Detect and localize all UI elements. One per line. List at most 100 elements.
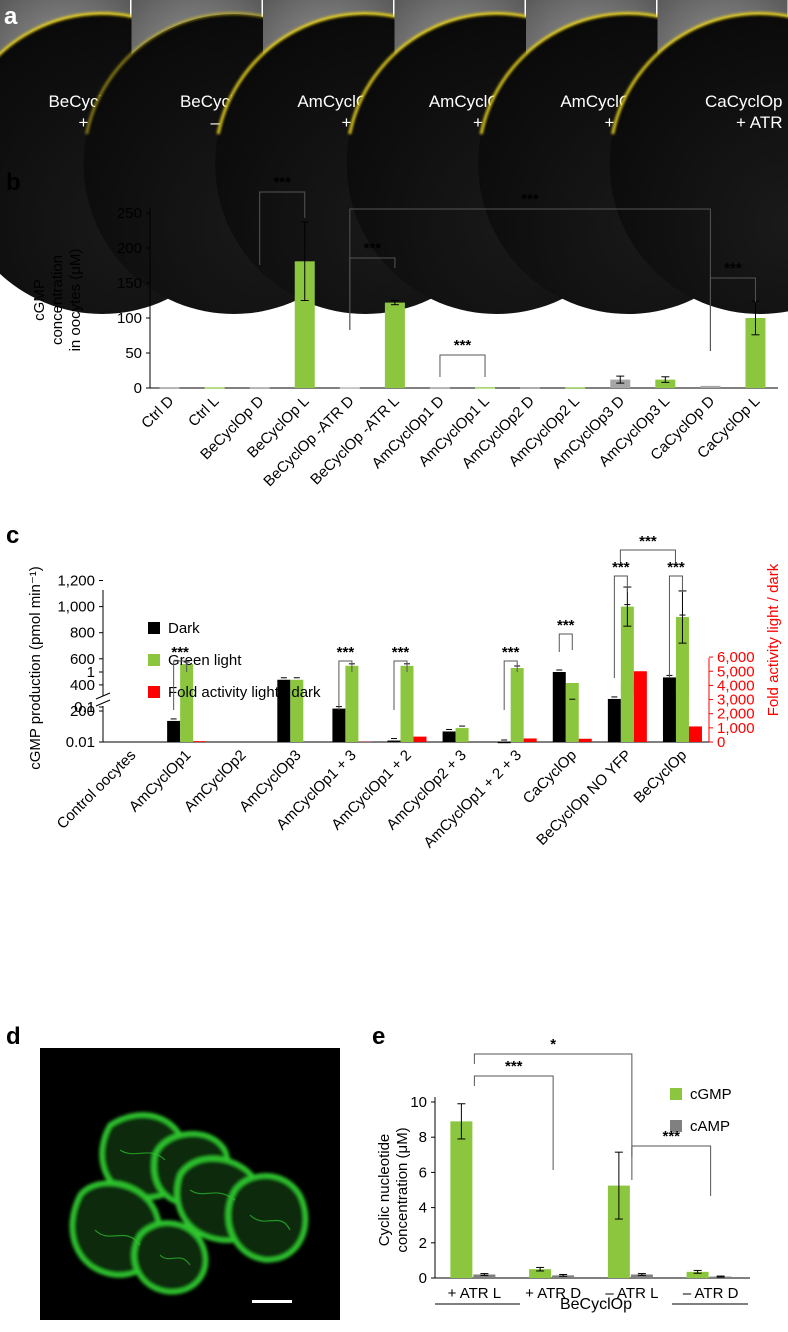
- significance-marker: ***: [557, 617, 575, 634]
- bar-cgmp: [450, 1121, 472, 1278]
- bar-green-light-lower: [676, 683, 689, 742]
- bar-dark: [167, 721, 180, 742]
- y-tick-label: 1,000: [57, 599, 95, 616]
- y-tick-label: 200: [117, 240, 142, 257]
- bar-fold-activity: [524, 738, 537, 742]
- significance-marker: ***: [662, 1128, 680, 1145]
- category-label: Ctrl D: [138, 393, 177, 432]
- bar-dark: [332, 709, 345, 742]
- y-tick-label: 2: [419, 1235, 427, 1252]
- y-tick-label: 0: [419, 1270, 427, 1287]
- bar-5: [385, 303, 405, 388]
- legend-label: Dark: [168, 620, 200, 637]
- y-tick-label: 50: [125, 345, 142, 362]
- bar-dark: [663, 677, 676, 742]
- bar-green-light: [511, 668, 524, 742]
- category-label: – ATR D: [683, 1285, 739, 1302]
- bar-green-light: [401, 666, 414, 742]
- bar-dark: [388, 741, 401, 742]
- y-axis-title-line: Cyclic nucleotide: [376, 1134, 393, 1247]
- bar-2: [250, 388, 270, 389]
- significance-bracket: [632, 1146, 711, 1196]
- legend-label: Fold activity light / dark: [168, 684, 321, 701]
- category-label: Ctrl L: [185, 393, 222, 430]
- y-axis-title: Cyclic nucleotideconcentration (μM): [376, 1127, 411, 1252]
- bar-fold-activity: [579, 739, 592, 742]
- y-tick-label: 800: [70, 625, 95, 642]
- bar-4: [340, 387, 360, 388]
- panel-a: BeCyclOp+ ATRBeCyclOp– ATRAmCyclOp1+ ATR…: [0, 0, 788, 314]
- significance-marker: ***: [392, 644, 410, 661]
- y-tick-label: 1: [87, 664, 95, 681]
- significance-bracket: [559, 634, 572, 652]
- panel-label-e: e: [372, 1023, 385, 1050]
- legend-swatch: [148, 654, 160, 666]
- category-label: BeCyclOp: [631, 747, 691, 807]
- category-label: + ATR L: [448, 1285, 502, 1302]
- panel-label-b: b: [6, 169, 21, 196]
- y-tick-label: 10: [410, 1094, 427, 1111]
- panel-label-d: d: [6, 1023, 21, 1050]
- bar-fold-activity: [634, 671, 647, 742]
- y2-tick-label: 6,000: [717, 649, 755, 666]
- significance-marker: ***: [639, 533, 657, 550]
- significance-marker: ***: [505, 1058, 523, 1075]
- bar-green-light: [456, 728, 469, 742]
- y-tick-label: 0.1: [74, 699, 95, 716]
- y-axis-title-line: in oocytes (μM): [67, 249, 84, 352]
- bar-fold-activity: [193, 741, 206, 742]
- bar-0: [160, 388, 180, 389]
- panel-label-c: c: [6, 522, 19, 549]
- bar-6: [430, 388, 450, 389]
- y-axis-title-line: cGMP: [31, 279, 48, 321]
- significance-marker: ***: [502, 644, 520, 661]
- bar-green-light: [345, 666, 358, 742]
- significance-marker: ***: [171, 644, 189, 661]
- significance-marker: ***: [521, 191, 539, 208]
- bar-dark: [553, 672, 566, 742]
- legend-label: cAMP: [690, 1118, 730, 1135]
- bar-green-light-lower: [621, 683, 634, 742]
- group-label: BeCyclOp: [560, 1296, 632, 1313]
- y-tick-label: 6: [419, 1164, 427, 1181]
- micrograph-label-line1: CaCyclOp: [705, 92, 782, 111]
- bar-dark: [608, 699, 621, 742]
- panel-label-a: a: [4, 3, 18, 30]
- bar-12: [700, 386, 720, 388]
- y-tick-label: 0: [134, 380, 142, 397]
- y-tick-label: 100: [117, 310, 142, 327]
- y2-axis-title: Fold activity light / dark: [765, 563, 782, 716]
- significance-marker: ***: [337, 644, 355, 661]
- significance-bracket: [440, 355, 485, 377]
- legend-swatch: [148, 622, 160, 634]
- y-axis-title: cGMP production (pmol min⁻¹): [27, 566, 44, 770]
- bar-dark: [443, 731, 456, 742]
- y-tick-label: 250: [117, 205, 142, 222]
- y-axis-title-line: concentration: [49, 255, 66, 345]
- significance-marker: ***: [273, 174, 291, 191]
- y-axis-title-line: concentration (μM): [394, 1127, 411, 1252]
- bar-fold-activity: [689, 726, 702, 742]
- bar-fold-activity: [414, 737, 427, 742]
- bar-dark: [498, 742, 511, 743]
- bar-green-light-lower: [566, 683, 579, 742]
- significance-marker: *: [550, 1036, 556, 1053]
- bar-9: [565, 388, 585, 389]
- significance-marker: ***: [612, 559, 630, 576]
- significance-bracket: [474, 1076, 553, 1170]
- scale-bar: [252, 1300, 292, 1303]
- legend-label: cGMP: [690, 1086, 732, 1103]
- bar-7: [475, 387, 495, 388]
- significance-marker: ***: [667, 559, 685, 576]
- legend-swatch: [670, 1088, 682, 1100]
- bar-green-light: [180, 664, 193, 742]
- significance-marker: ***: [454, 337, 472, 354]
- bar-1: [205, 387, 225, 388]
- y-tick-label: 4: [419, 1200, 427, 1217]
- y-tick-label: 0.01: [66, 734, 95, 751]
- category-label: Control oocytes: [54, 747, 140, 833]
- bar-8: [520, 388, 540, 389]
- y-tick-label: 8: [419, 1129, 427, 1146]
